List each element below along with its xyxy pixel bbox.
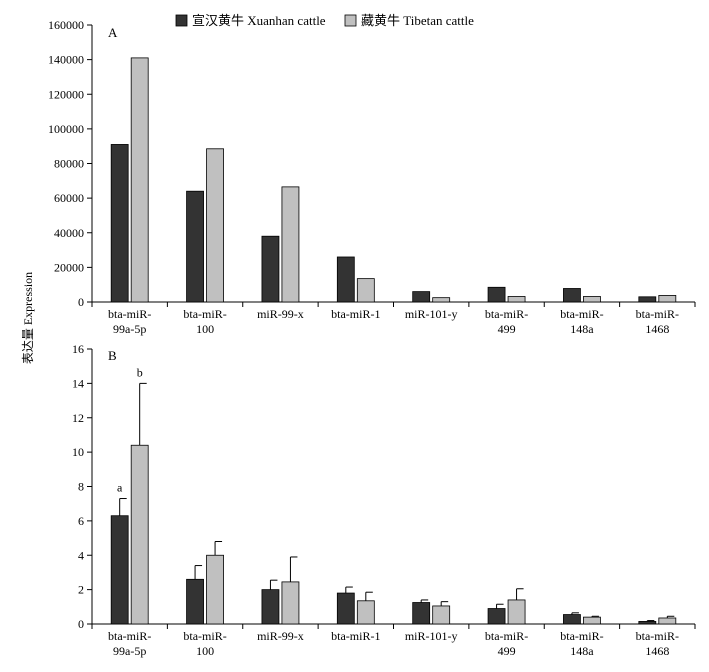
category-label: bta-miR- <box>636 629 679 643</box>
bar-xuanhan <box>186 578 204 625</box>
bar-xuanhan <box>563 614 581 625</box>
bar-tibetan <box>507 296 526 303</box>
category-label: miR-99-x <box>257 307 304 321</box>
category-label: bta-miR- <box>485 307 528 321</box>
category-label: bta-miR- <box>560 307 603 321</box>
category-label: bta-miR- <box>183 307 226 321</box>
category-label-line2: 1468 <box>645 322 669 336</box>
y-tick-label: 120000 <box>48 87 84 101</box>
bar-tibetan <box>432 297 451 303</box>
bar-tibetan <box>658 295 677 303</box>
category-label: bta-miR- <box>636 307 679 321</box>
y-tick-label: 20000 <box>54 260 84 274</box>
bar-tibetan <box>507 599 526 625</box>
bar-xuanhan <box>110 515 129 625</box>
y-tick-label: 6 <box>78 514 84 528</box>
category-label-line2: 100 <box>196 322 214 336</box>
bar-xuanhan <box>638 296 657 303</box>
legend-swatch-xuanhan <box>175 14 188 27</box>
y-tick-label: 14 <box>72 376 84 390</box>
category-label-line2: 148a <box>570 322 594 336</box>
category-label: bta-miR- <box>485 629 528 643</box>
bar-xuanhan <box>563 288 581 303</box>
bar-xuanhan <box>638 621 657 625</box>
y-tick-label: 40000 <box>54 226 84 240</box>
category-label: miR-99-x <box>257 629 304 643</box>
y-axis-label: 表达量 Expression <box>21 272 35 364</box>
panel-label: B <box>108 348 117 363</box>
bar-tibetan <box>206 148 224 303</box>
y-tick-label: 140000 <box>48 53 84 67</box>
category-label: miR-101-y <box>405 307 458 321</box>
category-label-line2: 148a <box>570 644 594 658</box>
category-label: miR-101-y <box>405 629 458 643</box>
y-tick-label: 160000 <box>48 18 84 32</box>
category-label-line2: 99a-5p <box>113 644 146 658</box>
panel-a: A 0 20000 40000 60000 80000 100000 120000 140000… <box>48 18 696 336</box>
y-tick-label: 60000 <box>54 191 84 205</box>
bar-xuanhan <box>261 235 280 303</box>
bar-xuanhan <box>336 592 355 625</box>
significance-letter: a <box>117 481 123 495</box>
bar-xuanhan <box>412 291 431 303</box>
bar-tibetan <box>130 57 149 303</box>
bar-tibetan <box>281 581 300 625</box>
category-label: bta-miR- <box>560 629 603 643</box>
y-tick-label: 0 <box>78 617 84 631</box>
bar-xuanhan <box>487 286 506 303</box>
legend-swatch-tibetan <box>344 14 357 27</box>
category-label: bta-miR-1 <box>331 307 380 321</box>
category-label: bta-miR-1 <box>331 629 380 643</box>
legend-label-xuanhan: 宣汉黄牛 Xuanhan cattle <box>192 13 326 28</box>
bar-xuanhan <box>186 190 204 303</box>
y-tick-label: 80000 <box>54 157 84 171</box>
bar-tibetan <box>658 617 677 625</box>
category-label-line2: 499 <box>498 644 516 658</box>
y-tick-label: 4 <box>78 548 84 562</box>
y-tick-label: 0 <box>78 295 84 309</box>
significance-letter: b <box>137 365 143 379</box>
bar-tibetan <box>583 616 601 625</box>
bar-xuanhan <box>336 256 355 303</box>
panel-b: B0246810121416bta-miR-99a-5pbta-miR-100m… <box>72 342 696 658</box>
y-tick-label: 2 <box>78 583 84 597</box>
bar-tibetan <box>130 444 149 625</box>
category-label-line2: 1468 <box>645 644 669 658</box>
category-label-line2: 99a-5p <box>113 322 146 336</box>
panel-label: A <box>108 25 118 40</box>
bar-xuanhan <box>261 589 280 625</box>
legend-label-tibetan: 藏黄牛 Tibetan cattle <box>361 13 474 28</box>
bar-tibetan <box>356 278 375 303</box>
y-tick-label: 12 <box>72 411 84 425</box>
bar-tibetan <box>356 600 375 625</box>
bar-xuanhan <box>487 608 506 625</box>
y-tick-label: 16 <box>72 342 84 356</box>
category-label: bta-miR- <box>183 629 226 643</box>
bar-tibetan <box>206 554 224 625</box>
y-tick-label: 10 <box>72 445 84 459</box>
bar-tibetan <box>432 605 451 625</box>
y-tick-label: 8 <box>78 480 84 494</box>
bar-tibetan <box>281 186 300 303</box>
category-label-line2: 499 <box>498 322 516 336</box>
bar-xuanhan <box>412 602 431 625</box>
category-label-line2: 100 <box>196 644 214 658</box>
category-label: bta-miR- <box>108 307 151 321</box>
category-label: bta-miR- <box>108 629 151 643</box>
y-tick-label: 100000 <box>48 122 84 136</box>
bar-xuanhan <box>110 144 129 303</box>
legend: 宣汉黄牛 Xuanhan cattle 藏黄牛 Tibetan cattle <box>175 13 474 28</box>
bar-tibetan <box>583 296 601 303</box>
